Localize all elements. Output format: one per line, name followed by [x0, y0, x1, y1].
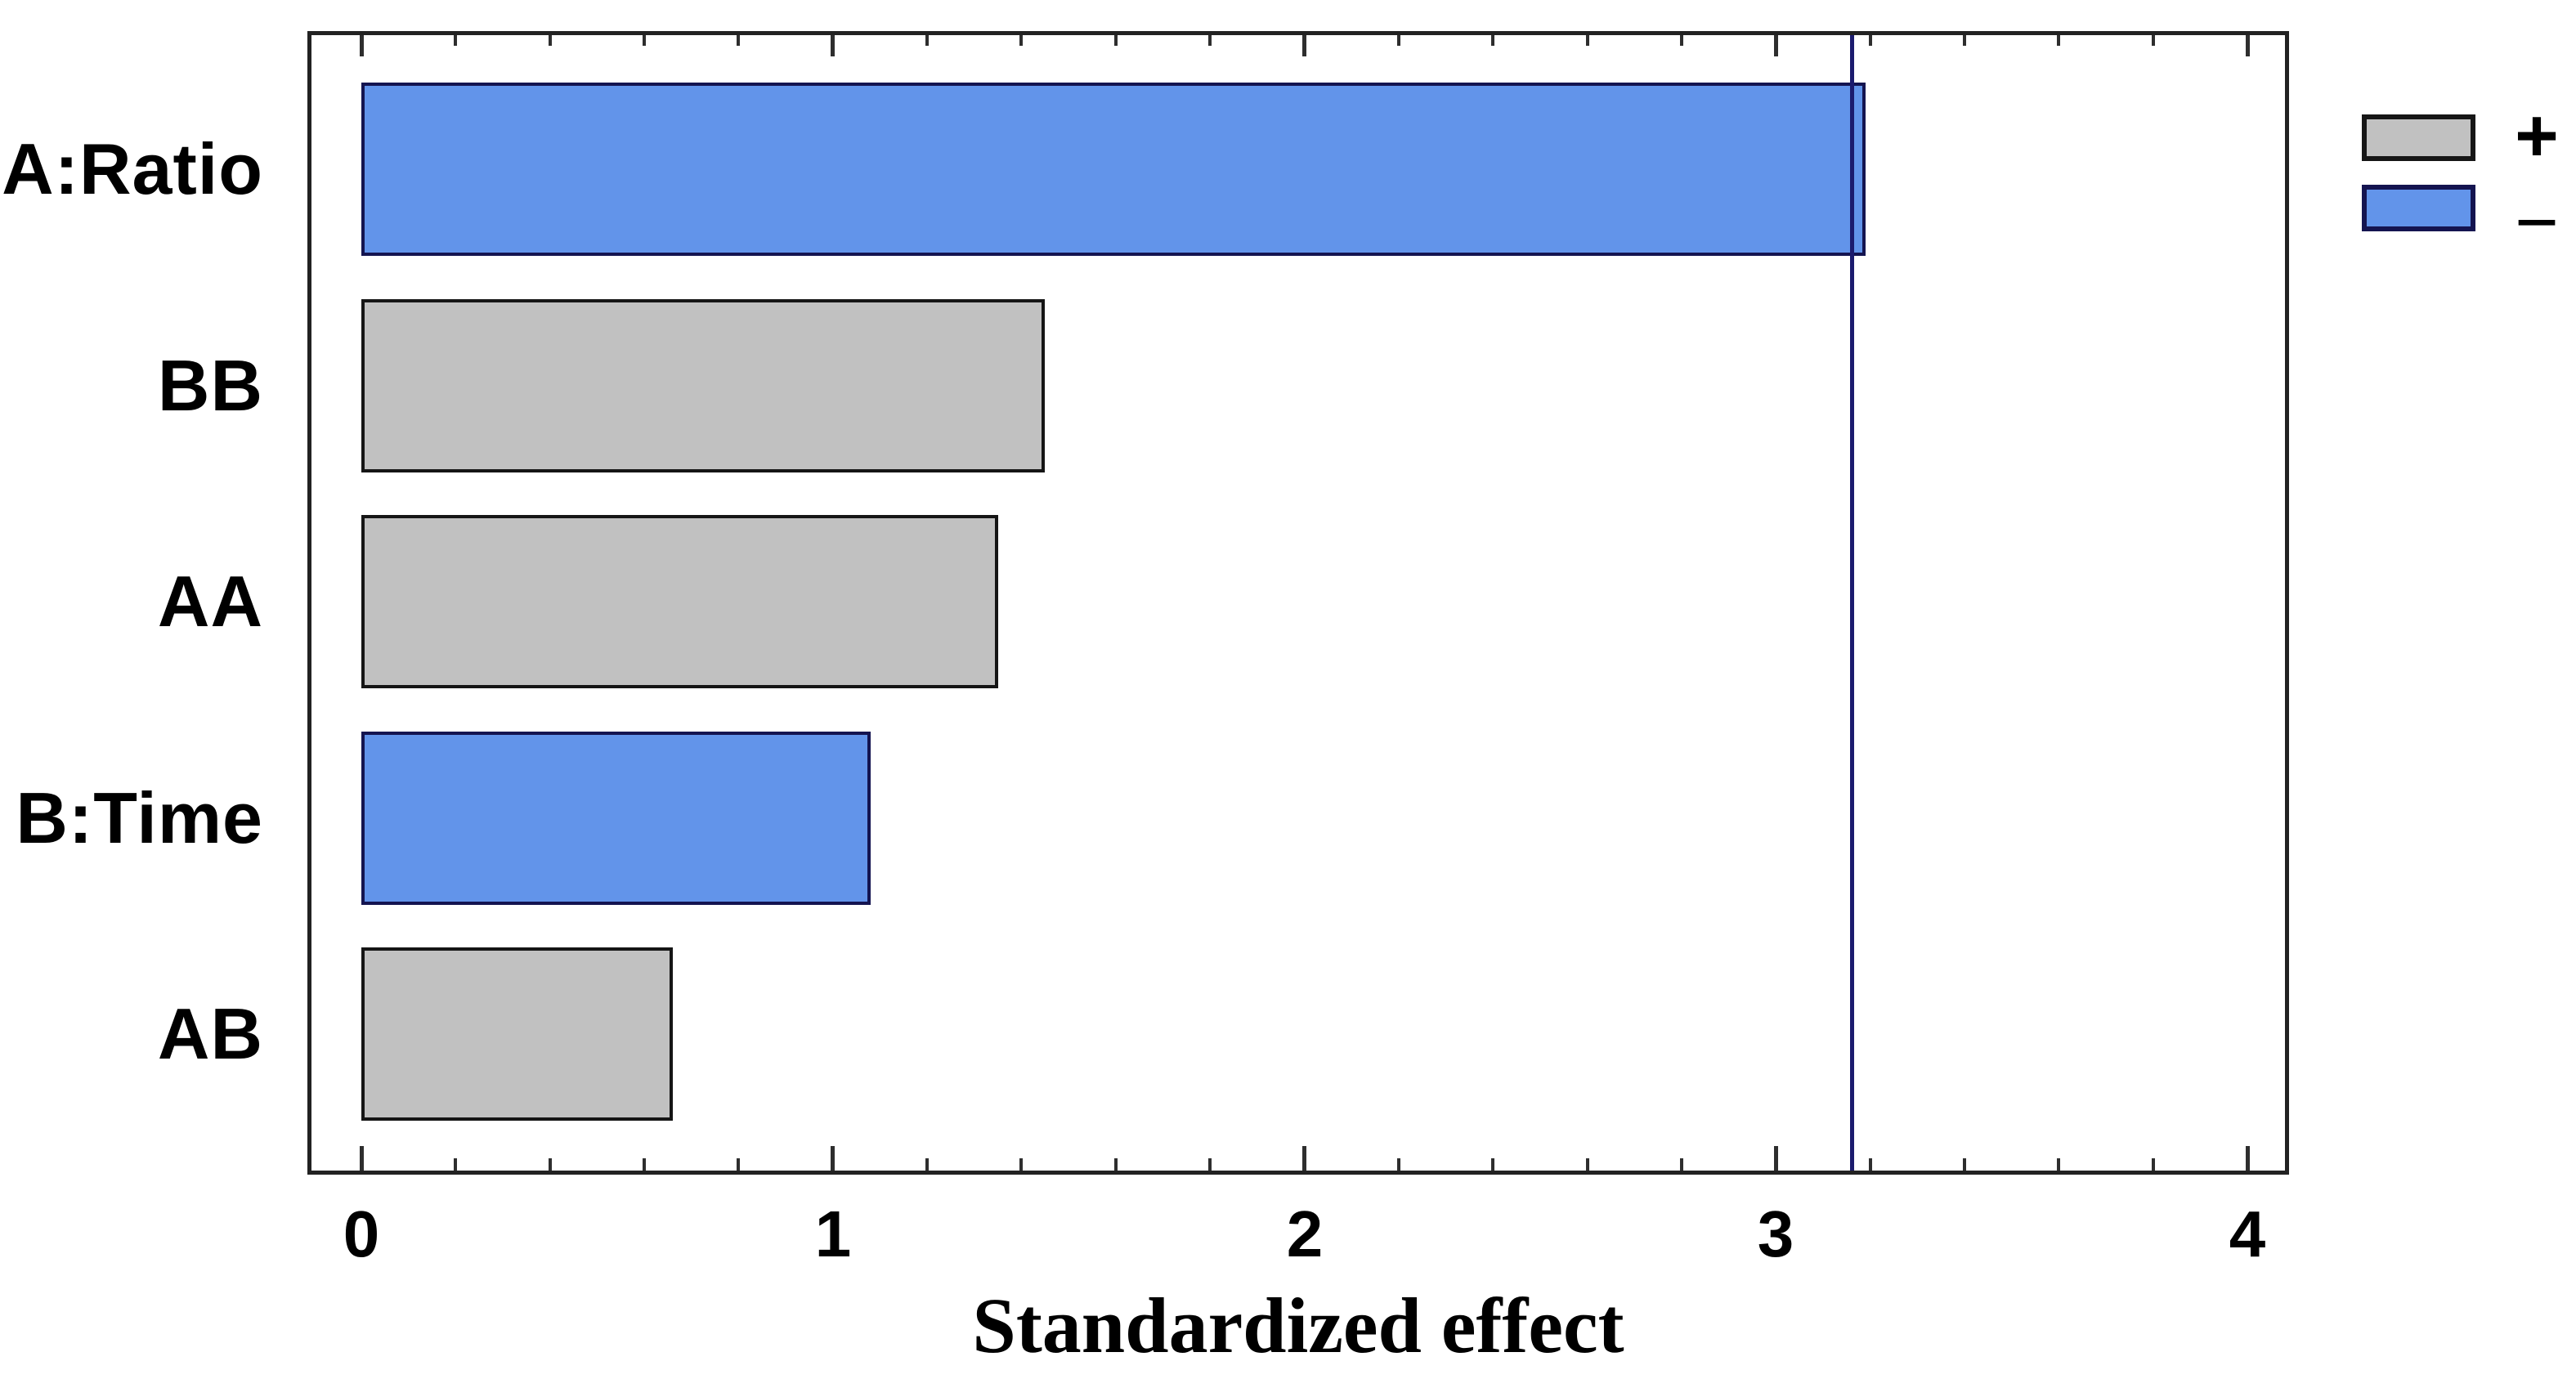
- major-tick-top-3: [1774, 35, 1778, 56]
- minor-tick-top-1p8: [1208, 35, 1212, 46]
- x-tick-label-1: 1: [814, 1198, 852, 1270]
- category-label-bb: BB: [157, 345, 263, 426]
- minor-tick-top-3p4: [1963, 35, 1966, 46]
- minor-tick-top-1p4: [1019, 35, 1023, 46]
- x-axis-title: Standardized effect: [972, 1282, 1624, 1369]
- major-tick-bottom-1: [831, 1146, 835, 1171]
- legend-label-positive: +: [2515, 94, 2559, 177]
- minor-tick-top-3p6: [2057, 35, 2060, 46]
- minor-tick-bottom-3p6: [2057, 1158, 2060, 1171]
- minor-tick-bottom-2p2: [1397, 1158, 1400, 1171]
- minor-tick-top-1p2: [925, 35, 929, 46]
- category-label-b-time: B:Time: [16, 777, 263, 858]
- minor-tick-bottom-1p2: [925, 1158, 929, 1171]
- minor-tick-top-0p2: [454, 35, 457, 46]
- minor-tick-bottom-1p6: [1114, 1158, 1118, 1171]
- minor-tick-top-0p4: [549, 35, 552, 46]
- minor-tick-bottom-2p6: [1586, 1158, 1589, 1171]
- minor-tick-top-1p6: [1114, 35, 1118, 46]
- minor-tick-bottom-0p6: [643, 1158, 646, 1171]
- category-label-ab: AB: [157, 993, 263, 1074]
- legend-swatch-positive: [2362, 114, 2475, 161]
- major-tick-bottom-2: [1302, 1146, 1306, 1171]
- minor-tick-bottom-0p4: [549, 1158, 552, 1171]
- minor-tick-bottom-0p8: [737, 1158, 740, 1171]
- minor-tick-top-3p8: [2152, 35, 2155, 46]
- bar-a-ratio: [361, 83, 1866, 256]
- significance-reference-line: [1850, 35, 1854, 1171]
- minor-tick-top-0p6: [643, 35, 646, 46]
- minor-tick-bottom-3p8: [2152, 1158, 2155, 1171]
- minor-tick-top-2p4: [1491, 35, 1494, 46]
- major-tick-top-0: [360, 35, 364, 56]
- plot-area: [307, 31, 2289, 1175]
- major-tick-top-4: [2246, 35, 2250, 56]
- major-tick-bottom-4: [2246, 1146, 2250, 1171]
- minor-tick-bottom-1p4: [1019, 1158, 1023, 1171]
- minor-tick-bottom-1p8: [1208, 1158, 1212, 1171]
- x-tick-label-4: 4: [2229, 1198, 2266, 1270]
- minor-tick-top-2p2: [1397, 35, 1400, 46]
- category-label-a-ratio: A:Ratio: [2, 128, 263, 209]
- major-tick-top-2: [1302, 35, 1306, 56]
- x-tick-label-3: 3: [1757, 1198, 1794, 1270]
- legend-swatch-negative: [2362, 185, 2475, 231]
- minor-tick-top-2p8: [1680, 35, 1683, 46]
- minor-tick-top-0p8: [737, 35, 740, 46]
- minor-tick-bottom-0p2: [454, 1158, 457, 1171]
- minor-tick-bottom-2p8: [1680, 1158, 1683, 1171]
- bar-ab: [361, 947, 673, 1121]
- minor-tick-bottom-2p4: [1491, 1158, 1494, 1171]
- major-tick-bottom-3: [1774, 1146, 1778, 1171]
- x-tick-label-0: 0: [343, 1198, 380, 1270]
- bar-aa: [361, 515, 998, 688]
- major-tick-top-1: [831, 35, 835, 56]
- minor-tick-top-2p6: [1586, 35, 1589, 46]
- x-tick-label-2: 2: [1286, 1198, 1324, 1270]
- bar-b-time: [361, 731, 871, 905]
- minor-tick-bottom-3p2: [1869, 1158, 1872, 1171]
- bar-bb: [361, 298, 1045, 472]
- minor-tick-bottom-3p4: [1963, 1158, 1966, 1171]
- major-tick-bottom-0: [360, 1146, 364, 1171]
- category-label-aa: AA: [157, 561, 263, 642]
- minor-tick-top-3p2: [1869, 35, 1872, 46]
- legend-label-negative: −: [2515, 181, 2559, 264]
